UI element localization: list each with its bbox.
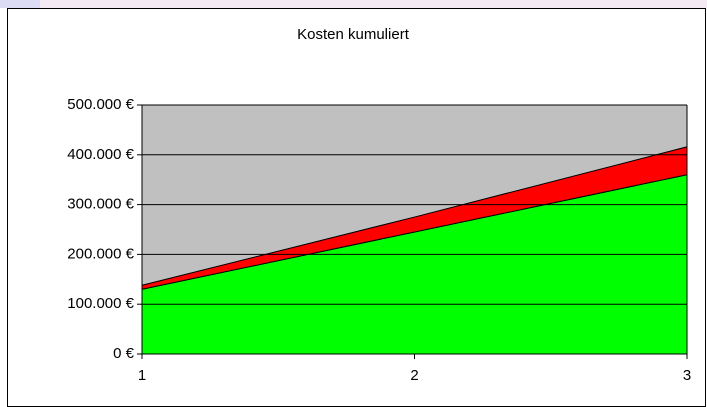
y-tick-label: 100.000 € — [67, 295, 134, 312]
x-tick-label: 2 — [410, 367, 418, 384]
y-tick-label: 200.000 € — [67, 245, 134, 262]
y-tick-label: 500.000 € — [67, 96, 134, 113]
chart-title: Kosten kumuliert — [297, 26, 410, 43]
x-tick-label: 3 — [683, 367, 691, 384]
y-tick-label: 300.000 € — [67, 196, 134, 213]
top-strip — [0, 0, 707, 8]
top-strip-left — [0, 0, 40, 8]
y-tick-label: 0 € — [113, 345, 135, 362]
y-tick-label: 400.000 € — [67, 146, 134, 163]
x-tick-label: 1 — [138, 367, 146, 384]
